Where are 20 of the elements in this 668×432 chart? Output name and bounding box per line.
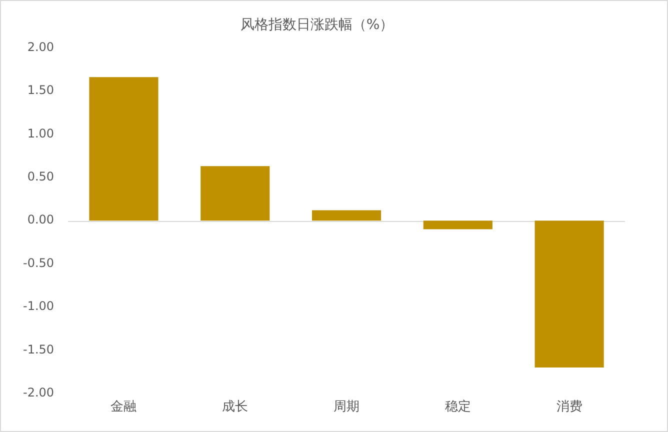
- x-tick-label: 稳定: [444, 400, 471, 415]
- bar: [89, 77, 158, 221]
- x-tick-label: 成长: [222, 400, 248, 415]
- bar: [200, 166, 270, 221]
- bar: [534, 220, 604, 368]
- y-tick-label: 1.50: [27, 83, 54, 98]
- x-tick-label: 周期: [334, 400, 360, 415]
- y-tick-label: 0.00: [27, 212, 54, 227]
- bar: [312, 210, 382, 221]
- bar: [423, 220, 492, 230]
- x-tick-label: 消费: [556, 400, 582, 415]
- x-tick-label: 金融: [110, 400, 137, 415]
- chart-title: 风格指数日涨跌幅（%）: [240, 17, 394, 34]
- y-tick-label: 1.00: [27, 126, 54, 140]
- y-tick-label: -1.00: [22, 299, 54, 314]
- y-tick-label: 2.00: [27, 40, 54, 54]
- y-tick-label: 0.50: [27, 170, 54, 184]
- y-tick-label: -2.00: [22, 386, 54, 400]
- y-tick-label: -1.50: [22, 342, 54, 356]
- y-tick-label: -0.50: [22, 256, 54, 270]
